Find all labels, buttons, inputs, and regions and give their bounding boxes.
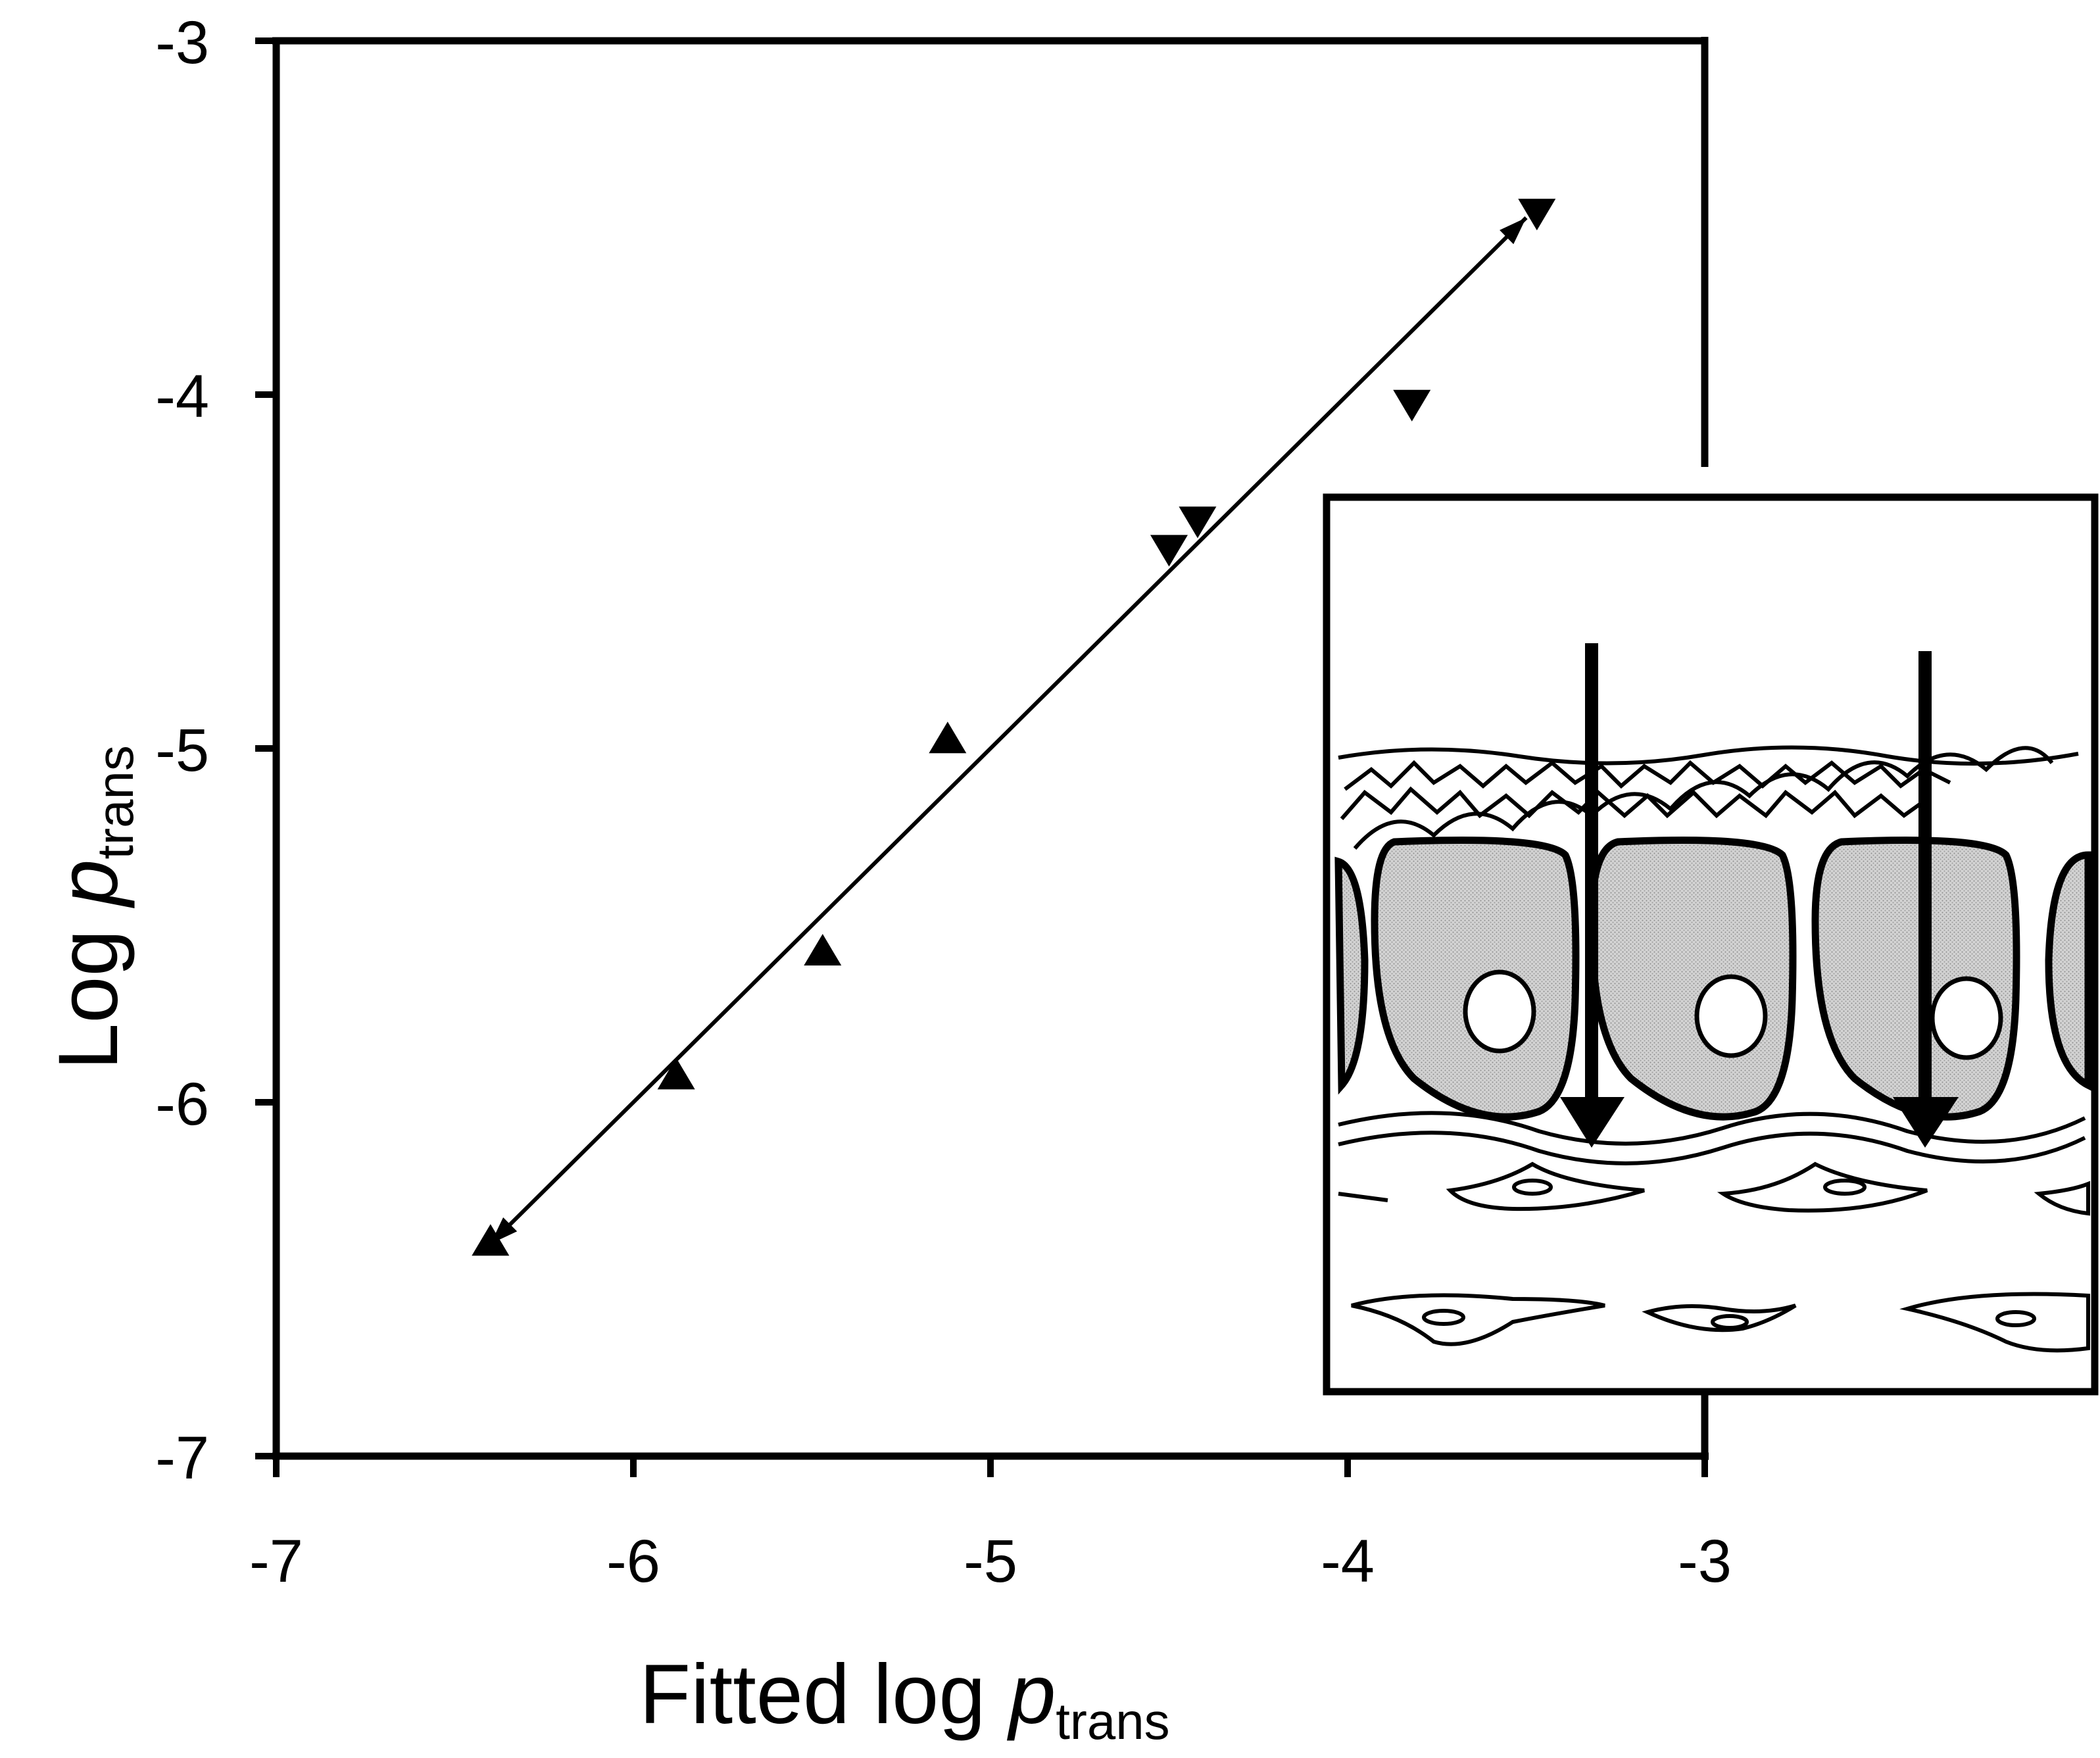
x-tick-label: -4	[1321, 1528, 1375, 1595]
y-axis-title: Log ptrans	[41, 745, 144, 1070]
inset-arrow-left-head	[1560, 1097, 1624, 1148]
inset-arrow-right-head	[1893, 1097, 1959, 1148]
x-tick-label: -3	[1678, 1528, 1732, 1595]
inset-transport-arrows	[1560, 643, 1959, 1148]
y-axis-tick-labels: -3 -4 -5 -6 -7	[155, 9, 209, 1492]
inset-arrow-left-shaft	[1585, 643, 1598, 1104]
data-points	[472, 199, 1556, 1256]
inset-arrow-right-shaft	[1918, 651, 1932, 1104]
data-point-triangle-up	[929, 721, 967, 754]
x-tick-label: -6	[606, 1528, 660, 1595]
y-tick-label: -5	[155, 717, 209, 784]
data-point-triangle-down	[1518, 199, 1556, 231]
inset-stromal-cells	[1338, 1161, 2090, 1353]
x-tick-label: -7	[249, 1528, 303, 1595]
inset-cells	[1334, 837, 2092, 1121]
x-axis-title: Fitted log ptrans	[639, 1648, 1170, 1750]
x-tick-label: -5	[964, 1528, 1017, 1595]
x-axis-ticks	[273, 1456, 1708, 1477]
y-tick-label: -4	[155, 363, 209, 430]
y-tick-label: -6	[155, 1071, 209, 1138]
data-point-triangle-up	[472, 1224, 510, 1256]
data-point-triangle-down	[1179, 506, 1217, 539]
data-point-triangle-down	[1393, 389, 1431, 422]
data-point-triangle-up	[804, 934, 842, 966]
y-tick-label: -3	[155, 9, 209, 76]
fit-line	[489, 216, 1528, 1246]
y-axis-ticks	[255, 37, 276, 1459]
inset-basement-membrane	[1338, 1111, 2086, 1165]
inset-nuclei	[1463, 969, 2003, 1060]
fit-line-arrowhead-end	[1500, 218, 1526, 245]
data-point-triangle-up	[657, 1058, 695, 1090]
y-tick-label: -7	[155, 1425, 209, 1492]
inset-surface-layer	[1338, 745, 2079, 850]
data-point-triangle-down	[1150, 535, 1188, 567]
x-axis-tick-labels: -7 -6 -5 -4 -3	[249, 1528, 1732, 1595]
inset-tissue-diagram	[1323, 493, 2099, 1396]
